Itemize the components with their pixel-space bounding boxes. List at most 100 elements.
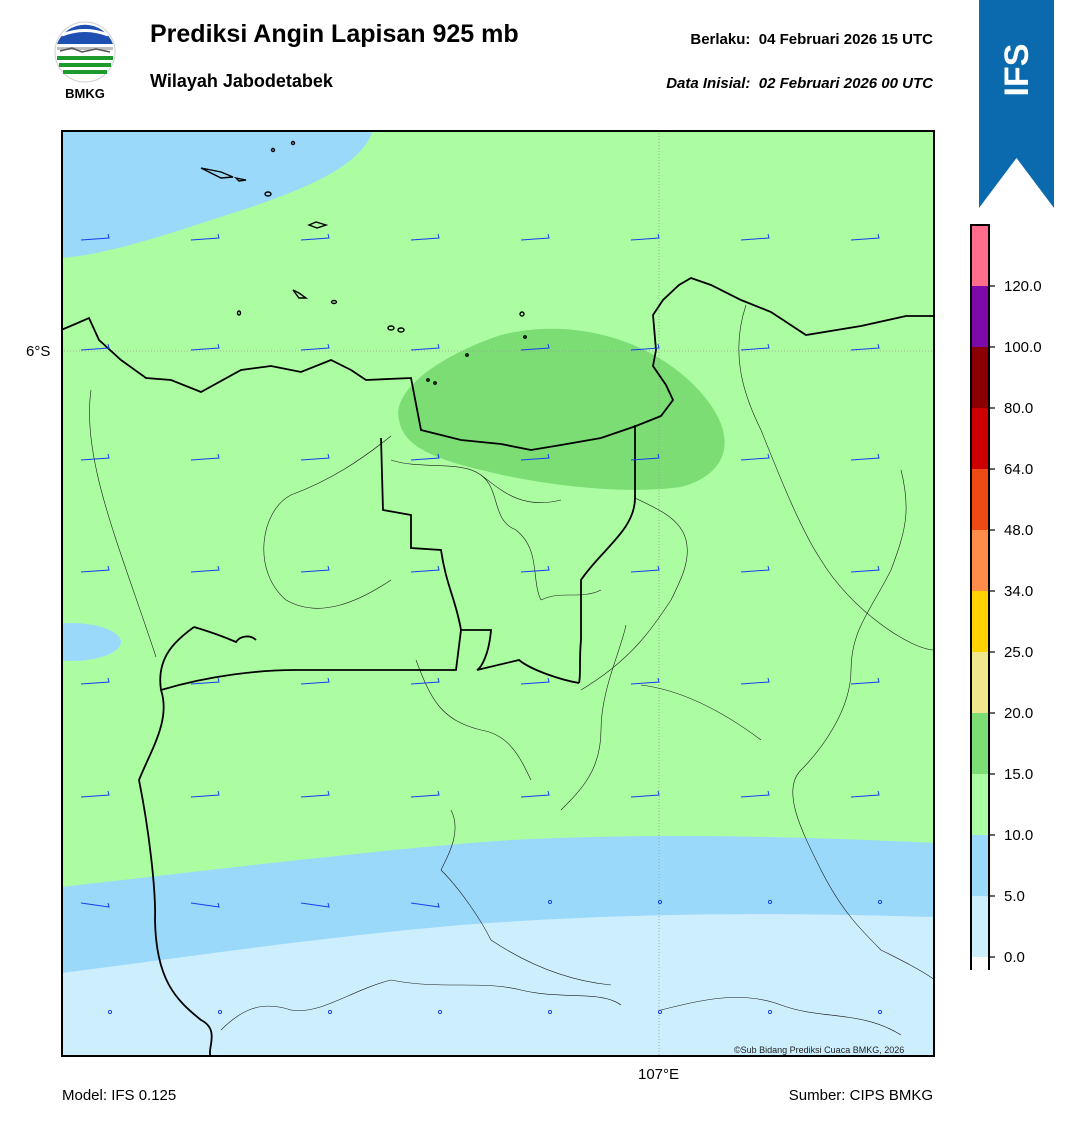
init-time: Data Inisial: 02 Februari 2026 00 UTC xyxy=(666,75,933,92)
calm-marker xyxy=(657,1009,663,1015)
wind-barb xyxy=(630,343,660,351)
wind-barb xyxy=(850,453,880,461)
colorbar-tick-label: 34.0 xyxy=(1004,583,1033,600)
colorbar-segment xyxy=(971,713,989,774)
wind-barb xyxy=(80,233,110,241)
bmkg-logo-icon: BMKG xyxy=(54,21,116,101)
islands xyxy=(200,140,527,385)
wind-barb xyxy=(190,343,220,351)
wind-field-5-10-north xyxy=(61,130,373,258)
wind-barb xyxy=(630,790,660,798)
banner-text: IFS xyxy=(998,44,1036,97)
wind-barb xyxy=(80,790,110,798)
wind-barb xyxy=(630,453,660,461)
colorbar-segment xyxy=(971,774,989,835)
wind-barb xyxy=(740,233,770,241)
wind-barb xyxy=(850,790,880,798)
calm-marker xyxy=(877,1009,883,1015)
calm-marker xyxy=(547,1009,553,1015)
colorbar-segment xyxy=(971,408,989,469)
wind-field-0-5-south xyxy=(61,914,935,1057)
colorbar-tick-label: 100.0 xyxy=(1004,339,1042,356)
wind-barb xyxy=(80,677,110,685)
wind-barb xyxy=(520,677,550,685)
calm-markers xyxy=(107,899,883,1015)
colorbar-segment xyxy=(971,652,989,713)
wind-barb xyxy=(520,565,550,573)
wind-barb xyxy=(740,343,770,351)
wind-barb xyxy=(80,565,110,573)
province-boundaries xyxy=(138,425,636,1057)
wind-map xyxy=(61,130,935,1057)
wind-barb xyxy=(190,453,220,461)
copyright-text: ©Sub Bidang Prediksi Cuaca BMKG, 2026 xyxy=(734,1045,905,1055)
wind-speed-colorbar: 0.0 5.0 10.0 15.0 20.0 25.0 34.0 48.0 64.0 80.0 10… xyxy=(950,220,1081,1019)
colorbar-tick-label: 0.0 xyxy=(1004,949,1025,966)
colorbar-segment xyxy=(971,530,989,591)
wind-barbs xyxy=(80,233,880,908)
valid-time-value: 04 Februari 2026 15 UTC xyxy=(758,31,933,48)
wind-field-15-20 xyxy=(398,328,725,490)
wind-barb xyxy=(410,565,440,573)
wind-barb xyxy=(300,343,330,351)
calm-marker xyxy=(767,1009,773,1015)
model-info: Model: IFS 0.125 xyxy=(62,1087,177,1104)
colorbar-segment xyxy=(971,347,989,408)
wind-barb xyxy=(190,790,220,798)
wind-barb xyxy=(630,233,660,241)
wind-barb xyxy=(80,902,110,908)
colorbar-segment xyxy=(971,957,989,1018)
wind-barb xyxy=(190,565,220,573)
wind-barb xyxy=(630,565,660,573)
wind-barb xyxy=(410,453,440,461)
colorbar-svg: 0.0 5.0 10.0 15.0 20.0 25.0 34.0 48.0 64.0 80.0 10… xyxy=(970,224,1042,1019)
wind-field-5-10-west xyxy=(61,623,121,661)
wind-barb xyxy=(300,453,330,461)
colorbar-tick-label: 20.0 xyxy=(1004,705,1033,722)
colorbar-tick-label: 25.0 xyxy=(1004,644,1033,661)
wind-barb xyxy=(520,453,550,461)
wind-barb xyxy=(740,565,770,573)
colorbar-segment xyxy=(971,469,989,530)
coastline xyxy=(61,277,935,451)
colorbar-segment xyxy=(971,591,989,652)
wind-barb xyxy=(300,565,330,573)
wind-barb xyxy=(520,343,550,351)
wind-barb xyxy=(190,677,220,685)
wind-barb xyxy=(410,343,440,351)
calm-marker xyxy=(547,899,553,905)
wind-barb xyxy=(410,233,440,241)
wind-map-svg xyxy=(61,130,935,1057)
wind-barb xyxy=(520,233,550,241)
colorbar-tick-label: 48.0 xyxy=(1004,522,1033,539)
colorbar-tick-label: 64.0 xyxy=(1004,461,1033,478)
colorbar-segment xyxy=(971,286,989,347)
calm-marker xyxy=(217,1009,223,1015)
colorbar-segment xyxy=(971,225,989,286)
regency-boundaries xyxy=(89,304,935,1036)
wind-barb xyxy=(80,343,110,351)
wind-barb xyxy=(520,790,550,798)
calm-marker xyxy=(877,899,883,905)
wind-barb xyxy=(740,453,770,461)
colorbar-segment xyxy=(971,896,989,957)
logo-text: BMKG xyxy=(65,86,105,101)
wind-barb xyxy=(410,902,440,908)
ifs-banner: IFS xyxy=(979,0,1054,208)
wind-barb xyxy=(850,565,880,573)
wind-barb xyxy=(300,902,330,908)
calm-marker xyxy=(657,899,663,905)
colorbar-segment xyxy=(971,835,989,896)
colorbar-tick-label: 10.0 xyxy=(1004,827,1033,844)
wind-barb xyxy=(850,677,880,685)
valid-time: Berlaku: 04 Februari 2026 15 UTC xyxy=(690,31,933,48)
lon-tick-label: 107°E xyxy=(638,1066,680,1083)
calm-marker xyxy=(107,1009,113,1015)
bmkg-logo: BMKG xyxy=(52,20,118,102)
colorbar-tick-label: 15.0 xyxy=(1004,766,1033,783)
colorbar-tick-label: 80.0 xyxy=(1004,400,1033,417)
wind-barb xyxy=(410,790,440,798)
wind-barb xyxy=(80,453,110,461)
calm-marker xyxy=(327,1009,333,1015)
map-title: Prediksi Angin Lapisan 925 mb xyxy=(150,20,519,48)
